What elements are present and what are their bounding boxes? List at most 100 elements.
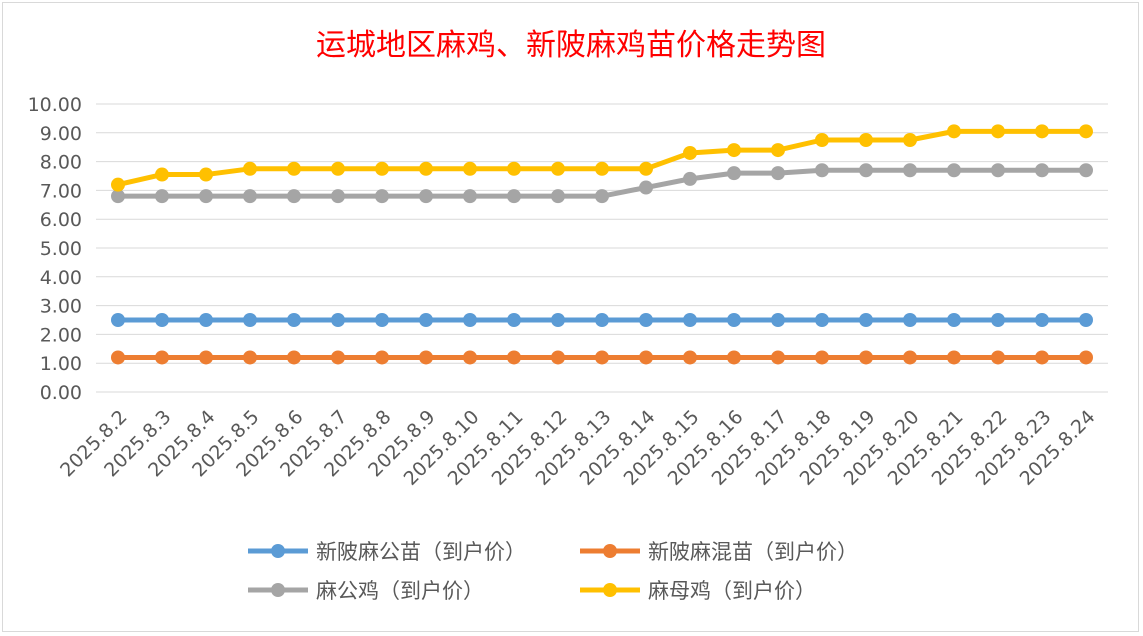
data-point bbox=[639, 161, 653, 176]
data-point bbox=[463, 161, 477, 176]
data-point bbox=[331, 313, 345, 327]
data-point bbox=[595, 313, 609, 327]
data-point bbox=[331, 189, 345, 204]
y-tick-label: 2.00 bbox=[40, 324, 82, 346]
data-point bbox=[903, 313, 917, 327]
data-point bbox=[727, 350, 741, 365]
data-point bbox=[727, 166, 741, 181]
series-line bbox=[115, 128, 1089, 188]
data-point bbox=[287, 350, 301, 365]
data-point bbox=[991, 163, 1005, 178]
data-point bbox=[727, 313, 741, 327]
y-tick-label: 1.00 bbox=[40, 353, 82, 375]
data-point bbox=[463, 189, 477, 204]
gridlines bbox=[96, 103, 1108, 393]
data-point bbox=[155, 189, 169, 204]
data-point bbox=[375, 350, 389, 365]
legend: 新陂麻公苗（到户价） 新陂麻混苗（到户价） 麻公鸡（到户价） 麻母鸡（到户价） bbox=[248, 540, 858, 603]
series-1 bbox=[111, 313, 1093, 327]
data-point bbox=[815, 163, 829, 178]
legend-label: 新陂麻混苗（到户价） bbox=[648, 540, 858, 564]
data-point bbox=[463, 313, 477, 327]
data-point bbox=[991, 350, 1005, 365]
data-point bbox=[859, 313, 873, 327]
data-point bbox=[199, 189, 213, 204]
chart-title: 运城地区麻鸡、新陂麻鸡苗价格走势图 bbox=[316, 28, 826, 63]
data-point bbox=[947, 313, 961, 327]
data-point bbox=[947, 124, 961, 139]
data-point bbox=[683, 171, 697, 186]
data-point bbox=[419, 350, 433, 365]
y-tick-label: 6.00 bbox=[40, 209, 82, 231]
data-point bbox=[859, 133, 873, 147]
data-point bbox=[991, 124, 1005, 139]
legend-label: 麻母鸡（到户价） bbox=[648, 579, 816, 603]
data-point bbox=[1035, 350, 1049, 365]
data-point bbox=[243, 189, 257, 204]
y-tick-label: 8.00 bbox=[40, 152, 82, 174]
data-point bbox=[639, 180, 653, 195]
data-point bbox=[155, 313, 169, 327]
data-point bbox=[683, 313, 697, 327]
legend-entry: 麻公鸡（到户价） bbox=[248, 579, 484, 603]
data-point bbox=[903, 350, 917, 365]
data-point bbox=[947, 350, 961, 365]
data-point bbox=[375, 161, 389, 176]
data-point bbox=[111, 177, 125, 192]
legend-entry: 新陂麻公苗（到户价） bbox=[248, 540, 526, 564]
data-point bbox=[771, 166, 785, 181]
data-point bbox=[155, 167, 169, 182]
y-tick-label: 7.00 bbox=[40, 180, 82, 202]
data-point bbox=[595, 161, 609, 176]
data-point bbox=[639, 350, 653, 365]
data-point bbox=[463, 350, 477, 365]
data-point bbox=[287, 189, 301, 204]
data-point bbox=[771, 143, 785, 158]
data-point bbox=[903, 163, 917, 178]
data-point bbox=[551, 161, 565, 176]
legend-entry: 新陂麻混苗（到户价） bbox=[580, 540, 858, 564]
legend-label: 新陂麻公苗（到户价） bbox=[316, 540, 526, 564]
data-point bbox=[331, 161, 345, 176]
data-point bbox=[859, 350, 873, 365]
data-point bbox=[375, 313, 389, 327]
series-2 bbox=[111, 350, 1093, 365]
data-point bbox=[639, 313, 653, 327]
data-point bbox=[551, 350, 565, 365]
data-point bbox=[111, 189, 125, 204]
data-point bbox=[287, 313, 301, 327]
data-point bbox=[771, 313, 785, 327]
data-point bbox=[595, 350, 609, 365]
series-lines bbox=[111, 124, 1093, 365]
series-4 bbox=[111, 124, 1093, 192]
data-point bbox=[551, 313, 565, 327]
legend-label: 麻公鸡（到户价） bbox=[316, 579, 484, 603]
data-point bbox=[683, 350, 697, 365]
legend-marker bbox=[603, 544, 617, 558]
data-point bbox=[419, 313, 433, 327]
legend-marker bbox=[271, 583, 285, 597]
y-tick-label: 4.00 bbox=[40, 267, 82, 289]
data-point bbox=[903, 133, 917, 147]
data-point bbox=[1079, 313, 1093, 327]
data-point bbox=[287, 161, 301, 176]
data-point bbox=[507, 189, 521, 204]
data-point bbox=[375, 189, 389, 204]
data-point bbox=[1079, 350, 1093, 365]
data-point bbox=[1035, 163, 1049, 178]
data-point bbox=[859, 163, 873, 178]
data-point bbox=[331, 350, 345, 365]
legend-entry: 麻母鸡（到户价） bbox=[580, 579, 816, 603]
data-point bbox=[815, 350, 829, 365]
series-3 bbox=[111, 163, 1093, 204]
data-point bbox=[1079, 163, 1093, 178]
y-tick-label: 3.00 bbox=[40, 296, 82, 318]
data-point bbox=[419, 161, 433, 176]
legend-marker bbox=[271, 544, 285, 558]
y-axis-ticks: 0.00 1.00 2.00 3.00 4.00 5.00 6.00 7.00 8.00 9.00… bbox=[28, 94, 82, 404]
data-point bbox=[243, 313, 257, 327]
legend-marker bbox=[603, 583, 617, 597]
data-point bbox=[507, 161, 521, 176]
data-point bbox=[1035, 313, 1049, 327]
